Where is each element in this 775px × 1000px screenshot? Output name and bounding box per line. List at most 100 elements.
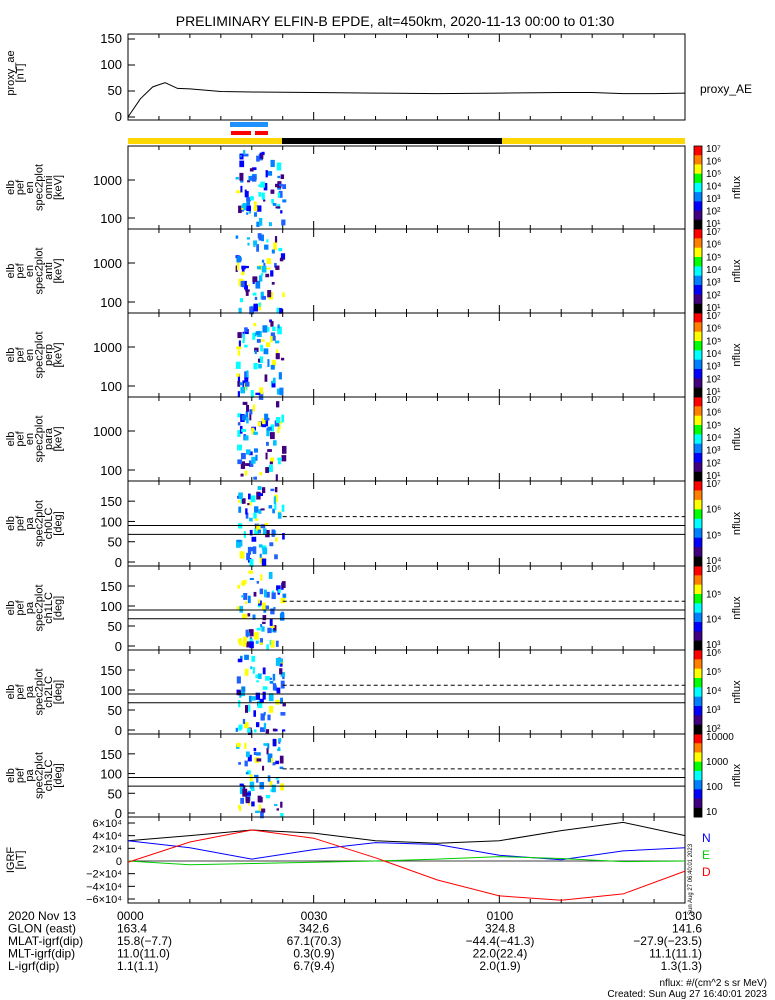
flux-cell (248, 460, 254, 468)
flux-cell (258, 392, 264, 400)
flux-cell (274, 502, 277, 510)
pa-ytick-label: 0 (115, 555, 122, 570)
flux-cell (235, 235, 239, 239)
flux-cell (274, 420, 280, 427)
colorbar-segment (694, 584, 702, 595)
flux-cell (259, 638, 264, 645)
flux-cell (280, 660, 284, 665)
flux-cell (253, 201, 257, 210)
flux-cell (258, 804, 261, 813)
flux-cell (276, 349, 279, 356)
flux-cell (246, 197, 251, 202)
flux-cell (238, 492, 243, 499)
igrf-ytick-label: 0 (116, 856, 122, 868)
flux-cell (272, 203, 277, 206)
colorbar-segment (694, 453, 702, 463)
flux-cell (249, 577, 254, 580)
igrf-legend-d: D (702, 865, 711, 879)
flux-cell (262, 325, 268, 333)
colorbar-segment (694, 650, 702, 660)
flux-cell (277, 512, 282, 519)
panel-ylabel-line: para (43, 427, 55, 450)
flux-cell (269, 680, 274, 684)
flux-cell (263, 743, 269, 746)
flux-cell (264, 589, 267, 598)
flux-cell (258, 509, 262, 514)
colorbar-segment (694, 761, 702, 772)
flux-cell (246, 449, 251, 455)
flux-cell (280, 680, 285, 689)
colorbar-segment (694, 537, 702, 548)
flux-cell (253, 363, 258, 370)
flux-cell (277, 460, 281, 465)
colorbar-tick-label: 10¹ (706, 387, 721, 398)
flux-cell (254, 349, 257, 354)
ae-ytick-label: 150 (100, 31, 122, 46)
colorbar-segment (694, 780, 702, 790)
colorbar-segment (694, 575, 702, 586)
flux-cell (269, 677, 272, 680)
flux-cell (246, 237, 251, 240)
flux-cell (242, 579, 247, 585)
colorbar-segment (694, 247, 702, 258)
panel-ylabel-line: ch2LC (43, 676, 55, 708)
colorbar-label: nflux (731, 680, 743, 704)
flux-cell (246, 792, 251, 796)
panel-ylabel-line: [keV] (53, 426, 65, 451)
flux-cell (275, 657, 281, 666)
flux-cell (247, 503, 250, 506)
footer-row-value: 324.8 (485, 922, 515, 936)
flux-cell (259, 553, 262, 560)
energy-ytick-label: 1000 (93, 173, 122, 188)
colorbar-tick-label: 10⁴ (706, 686, 721, 697)
flux-cell (270, 336, 273, 343)
flux-cell (251, 536, 257, 542)
flux-cell (244, 344, 248, 348)
colorbar-segment (694, 387, 702, 398)
flux-cell (281, 414, 285, 423)
colorbar-segment (694, 210, 702, 221)
flux-cell (247, 632, 251, 637)
panel-ylabel-line: spec2plot (34, 415, 46, 462)
flux-cell (258, 236, 262, 241)
flux-cell (252, 167, 257, 171)
flux-cell (257, 266, 261, 270)
footer-row-value: −44.4(−41.3) (466, 934, 535, 948)
flux-cell (252, 614, 256, 620)
flux-cell (261, 626, 265, 632)
flux-cell (270, 189, 275, 194)
flux-cell (270, 757, 274, 764)
flux-cell (249, 196, 254, 201)
flux-cell (235, 361, 241, 369)
flux-cell (262, 667, 266, 675)
colorbar-segment (694, 359, 702, 370)
colorbar-segment (694, 303, 702, 314)
flux-cell (236, 262, 240, 271)
colorbar-segment (694, 556, 702, 567)
flux-cell (247, 728, 251, 733)
colorbar-segment (694, 462, 702, 473)
flux-cell (248, 695, 252, 703)
flux-cell (255, 810, 260, 814)
flux-cell (248, 493, 251, 500)
flux-cell (242, 613, 248, 620)
flux-cell (277, 175, 281, 179)
flux-cell (266, 258, 272, 264)
colorbar-segment (694, 173, 702, 184)
flux-cell (261, 487, 266, 494)
flux-cell (277, 326, 282, 335)
flux-cell (262, 621, 266, 624)
flux-cell (250, 696, 256, 701)
spectrogram-frame (127, 396, 686, 482)
ae-line (127, 82, 686, 118)
flux-cell (243, 153, 249, 157)
flux-cell (260, 524, 266, 529)
flux-cell (259, 472, 263, 476)
flux-cell (260, 624, 263, 628)
flux-cell (269, 464, 273, 472)
flux-cell (250, 788, 254, 791)
flux-cell (280, 783, 284, 791)
flux-cell (242, 636, 247, 643)
flux-cell (257, 529, 262, 534)
flux-cell (254, 347, 259, 352)
